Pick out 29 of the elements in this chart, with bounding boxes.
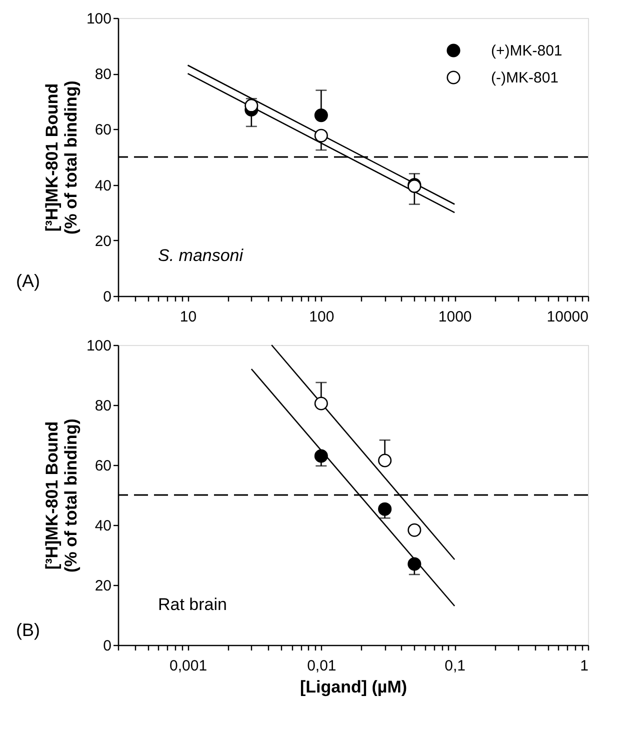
x-tick-label: 100 — [309, 308, 334, 326]
x-tick-label: 0,001 — [169, 658, 208, 674]
text: (A) — [16, 271, 40, 291]
y-tick-label: 40 — [94, 177, 112, 194]
y-tick-label: 40 — [94, 518, 112, 534]
y-tick-label: 20 — [94, 578, 112, 594]
x-tick-label: 10000 — [546, 308, 588, 326]
legend-label: (+)MK-801 — [491, 42, 562, 60]
x-tick-label: 0,01 — [307, 658, 336, 674]
annotation: Rat brain — [158, 595, 227, 614]
y-tick-label: 80 — [94, 66, 112, 84]
y-tick-label: 0 — [103, 638, 112, 654]
y-tick-label: 20 — [94, 232, 112, 250]
y-tick-label: 100 — [86, 10, 112, 28]
x-tick-label: 1 — [580, 658, 588, 674]
y-tick-label: 60 — [94, 458, 112, 474]
y-axis-title: [³H]MK-801 Bound (% of total binding) — [42, 418, 80, 572]
y-axis-title: [³H]MK-801 Bound (% of total binding) — [42, 80, 80, 234]
y-tick-label: 100 — [86, 338, 112, 354]
y-tick-label: 80 — [94, 398, 112, 414]
x-tick-label: 10 — [180, 308, 197, 326]
annotation: S. mansoni — [158, 246, 244, 265]
legend-label: (-)MK-801 — [491, 70, 559, 86]
text: (B) — [16, 620, 40, 640]
x-tick-label: 1000 — [438, 308, 472, 326]
y-tick-label: 60 — [94, 122, 112, 139]
x-tick-label: 0,1 — [444, 658, 466, 674]
x-axis-title: [Ligand] (µM) — [300, 678, 408, 696]
y-tick-label: 0 — [103, 288, 112, 306]
